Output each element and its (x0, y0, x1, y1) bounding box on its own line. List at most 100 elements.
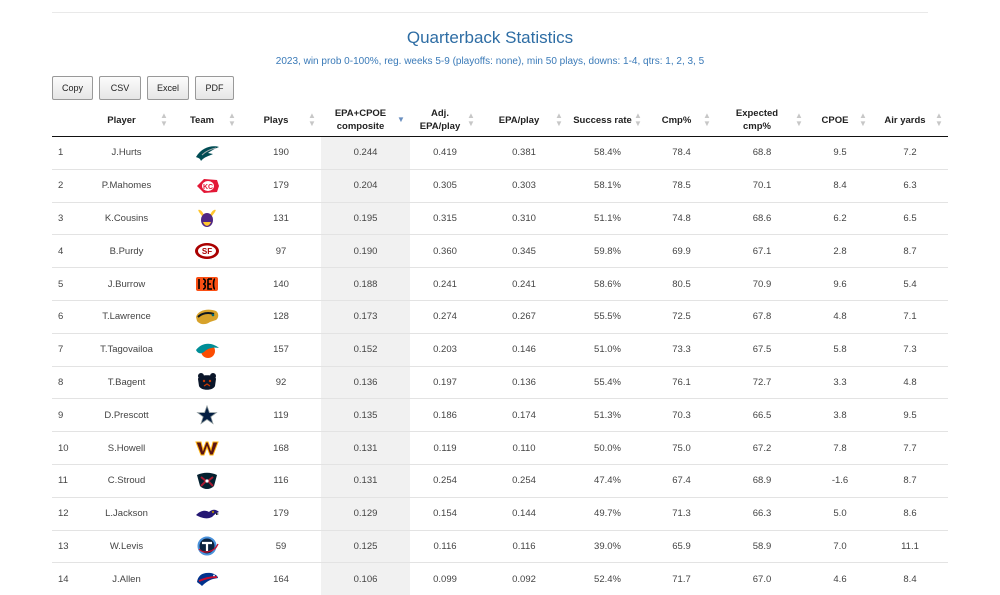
column-header-air-yards[interactable]: Air yards▲▼ (872, 104, 948, 137)
sort-unsorted-icon: ▲▼ (859, 112, 866, 128)
expected-cmp-cell: 67.2 (716, 432, 808, 465)
player-cell: J.Burrow (80, 268, 173, 301)
epa-cell: 0.136 (480, 366, 568, 399)
pdf-button[interactable]: PDF (195, 76, 234, 100)
cowboys-logo (194, 405, 220, 425)
column-header-epa[interactable]: EPA/play▲▼ (480, 104, 568, 137)
rank-cell: 2 (52, 169, 80, 202)
cmp-cell: 71.3 (647, 497, 716, 530)
success-rate-cell: 39.0% (568, 530, 647, 563)
composite-cell: 0.131 (321, 432, 410, 465)
composite-cell: 0.190 (321, 235, 410, 268)
composite-cell: 0.152 (321, 333, 410, 366)
rank-cell: 10 (52, 432, 80, 465)
composite-cell: 0.188 (321, 268, 410, 301)
cpoe-cell: 5.8 (808, 333, 872, 366)
texans-logo (194, 471, 220, 491)
sort-unsorted-icon: ▲▼ (555, 112, 562, 128)
composite-cell: 0.106 (321, 563, 410, 595)
composite-cell: 0.131 (321, 464, 410, 497)
sort-unsorted-icon: ▲▼ (703, 112, 710, 128)
expected-cmp-cell: 66.3 (716, 497, 808, 530)
expected-cmp-cell: 70.1 (716, 169, 808, 202)
cmp-cell: 78.5 (647, 169, 716, 202)
page-title: Quarterback Statistics (0, 28, 980, 48)
column-header-label-line2: cmp% (743, 121, 771, 132)
csv-button[interactable]: CSV (99, 76, 141, 100)
composite-cell: 0.125 (321, 530, 410, 563)
rank-cell: 11 (52, 464, 80, 497)
adj-epa-cell: 0.241 (410, 268, 480, 301)
air-yards-cell: 4.8 (872, 366, 948, 399)
epa-cell: 0.144 (480, 497, 568, 530)
column-header-label-line2: EPA/play (420, 121, 460, 132)
adj-epa-cell: 0.274 (410, 300, 480, 333)
excel-button[interactable]: Excel (147, 76, 189, 100)
expected-cmp-cell: 58.9 (716, 530, 808, 563)
team-cell (173, 464, 241, 497)
column-header-cmp[interactable]: Cmp%▲▼ (647, 104, 716, 137)
sort-unsorted-icon: ▲▼ (467, 112, 474, 128)
column-header-label: Success rate (573, 115, 632, 126)
cmp-cell: 75.0 (647, 432, 716, 465)
success-rate-cell: 58.1% (568, 169, 647, 202)
plays-cell: 116 (241, 464, 321, 497)
column-header-player[interactable]: Player▲▼ (80, 104, 173, 137)
plays-cell: 179 (241, 497, 321, 530)
49ers-logo: SF (194, 241, 220, 261)
sort-descending-icon: ▼ (397, 116, 404, 124)
success-rate-cell: 58.6% (568, 268, 647, 301)
epa-cell: 0.092 (480, 563, 568, 595)
column-header-plays[interactable]: Plays▲▼ (241, 104, 321, 137)
team-cell (173, 202, 241, 235)
adj-epa-cell: 0.254 (410, 464, 480, 497)
player-cell: J.Allen (80, 563, 173, 595)
player-cell: B.Purdy (80, 235, 173, 268)
player-cell: W.Levis (80, 530, 173, 563)
plays-cell: 168 (241, 432, 321, 465)
dolphins-logo (194, 340, 220, 360)
team-cell (173, 137, 241, 170)
team-cell: SF (173, 235, 241, 268)
adj-epa-cell: 0.197 (410, 366, 480, 399)
composite-cell: 0.204 (321, 169, 410, 202)
air-yards-cell: 9.5 (872, 399, 948, 432)
sort-unsorted-icon: ▲▼ (308, 112, 315, 128)
column-header-team[interactable]: Team▲▼ (173, 104, 241, 137)
cmp-cell: 73.3 (647, 333, 716, 366)
epa-cell: 0.116 (480, 530, 568, 563)
copy-button[interactable]: Copy (52, 76, 93, 100)
cpoe-cell: 6.2 (808, 202, 872, 235)
sort-unsorted-icon: ▲▼ (935, 112, 942, 128)
team-cell (173, 333, 241, 366)
column-header-rank (52, 104, 80, 137)
success-rate-cell: 51.3% (568, 399, 647, 432)
column-header-adj-epa[interactable]: Adj.EPA/play▲▼ (410, 104, 480, 137)
plays-cell: 97 (241, 235, 321, 268)
cmp-cell: 78.4 (647, 137, 716, 170)
air-yards-cell: 8.4 (872, 563, 948, 595)
vikings-logo (194, 208, 220, 228)
success-rate-cell: 58.4% (568, 137, 647, 170)
rank-cell: 14 (52, 563, 80, 595)
composite-cell: 0.244 (321, 137, 410, 170)
column-header-success-rate[interactable]: Success rate▲▼ (568, 104, 647, 137)
column-header-cpoe[interactable]: CPOE▲▼ (808, 104, 872, 137)
player-cell: S.Howell (80, 432, 173, 465)
expected-cmp-cell: 67.0 (716, 563, 808, 595)
rank-cell: 6 (52, 300, 80, 333)
cmp-cell: 76.1 (647, 366, 716, 399)
sort-unsorted-icon: ▲▼ (160, 112, 167, 128)
air-yards-cell: 8.6 (872, 497, 948, 530)
cmp-cell: 74.8 (647, 202, 716, 235)
column-header-label-line2: composite (337, 121, 385, 132)
